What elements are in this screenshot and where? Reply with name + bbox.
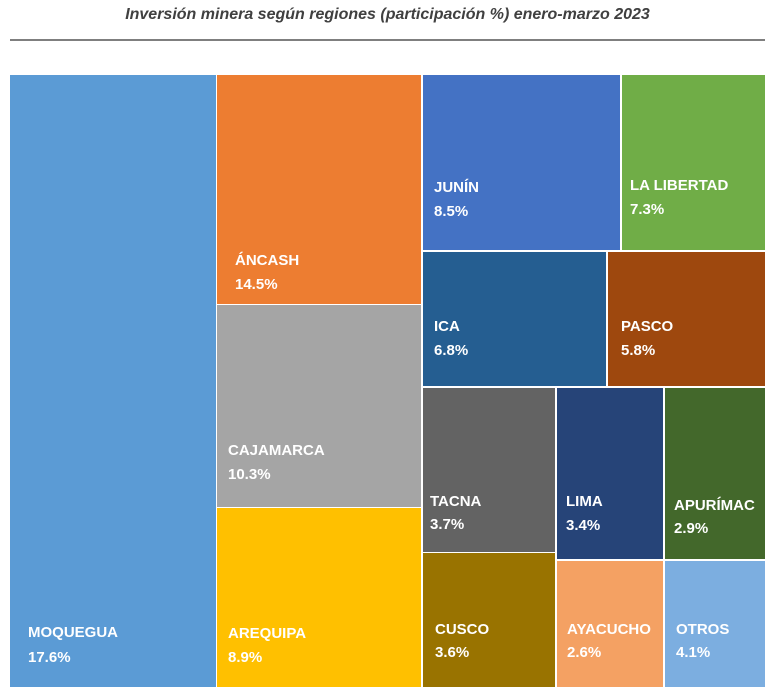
cell-value-cusco: 3.6% xyxy=(435,644,469,661)
treemap-cell-lima xyxy=(557,388,663,559)
treemap-cell-arequipa xyxy=(217,508,421,687)
treemap-cell-la-libertad xyxy=(622,75,765,250)
cell-label-ica: ICA xyxy=(434,318,460,335)
cell-label-moquegua: MOQUEGUA xyxy=(28,624,118,641)
treemap-cell-ica xyxy=(423,252,606,386)
cell-label-otros: OTROS xyxy=(676,621,729,638)
cell-label-ayacucho: AYACUCHO xyxy=(567,621,651,638)
treemap-cell-cajamarca xyxy=(217,305,421,507)
cell-label-ancash: ÁNCASH xyxy=(235,252,299,269)
cell-label-tacna: TACNA xyxy=(430,493,482,510)
cell-label-junin: JUNÍN xyxy=(434,179,479,196)
cell-value-apurimac: 2.9% xyxy=(674,520,708,537)
treemap-cell-tacna xyxy=(423,388,555,552)
cell-label-cajamarca: CAJAMARCA xyxy=(228,442,325,459)
cell-value-moquegua: 17.6% xyxy=(28,649,71,666)
cell-value-ancash: 14.5% xyxy=(235,276,278,293)
cell-value-ica: 6.8% xyxy=(434,342,468,359)
treemap-cell-moquegua xyxy=(10,75,216,687)
cell-value-lima: 3.4% xyxy=(566,517,600,534)
cell-label-lima: LIMA xyxy=(566,493,603,510)
cell-value-tacna: 3.7% xyxy=(430,516,464,533)
cell-value-ayacucho: 2.6% xyxy=(567,644,601,661)
treemap-cell-pasco xyxy=(608,252,765,386)
treemap-cell-apurimac xyxy=(665,388,765,559)
chart-title: Inversión minera según regiones (partici… xyxy=(125,6,650,23)
treemap-cell-cusco xyxy=(423,553,555,687)
cell-value-arequipa: 8.9% xyxy=(228,649,262,666)
treemap-cell-junin xyxy=(423,75,620,250)
cell-value-junin: 8.5% xyxy=(434,203,468,220)
cell-label-apurimac: APURÍMAC xyxy=(674,497,755,514)
cell-value-la-libertad: 7.3% xyxy=(630,201,664,218)
cell-label-arequipa: AREQUIPA xyxy=(228,625,306,642)
cell-value-cajamarca: 10.3% xyxy=(228,466,271,483)
treemap-cell-ayacucho xyxy=(557,561,663,687)
cell-value-otros: 4.1% xyxy=(676,644,710,661)
treemap-cell-otros xyxy=(665,561,765,687)
cell-label-la-libertad: LA LIBERTAD xyxy=(630,177,728,194)
treemap-cell-ancash xyxy=(217,75,421,304)
cell-value-pasco: 5.8% xyxy=(621,342,655,359)
cell-label-cusco: CUSCO xyxy=(435,621,490,638)
title-divider xyxy=(10,39,765,41)
cell-label-pasco: PASCO xyxy=(621,318,674,335)
